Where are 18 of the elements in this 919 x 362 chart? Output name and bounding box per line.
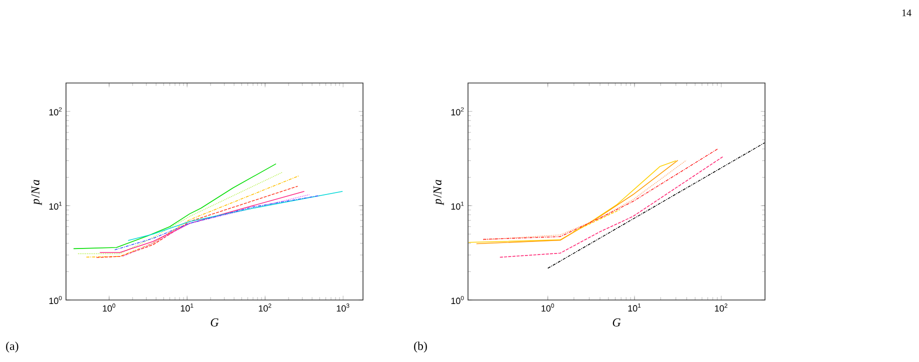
y-tick-label: 10$^{2}$ (49, 107, 62, 116)
y-tick-label: 10$^{2}$ (451, 107, 464, 116)
text: (b) (414, 342, 427, 352)
x-axis-title: G (612, 318, 621, 326)
y-tick-label: 10$^{0}$ (451, 296, 464, 304)
x-tick-label: 10$^{0}$ (102, 304, 116, 312)
y-tick-label: 10$^{1}$ (451, 202, 464, 210)
text: (a) (6, 342, 18, 352)
x-tick-label: 10$^{0}$ (542, 304, 554, 312)
x-tick-label: 10$^{2}$ (258, 304, 272, 312)
x-tick-label: 10$^{1}$ (628, 304, 641, 312)
x-tick-label: 10$^{2}$ (715, 304, 728, 312)
x-tick-label: 10$^{3}$ (336, 304, 350, 312)
y-tick-label: 10$^{1}$ (49, 202, 62, 210)
y-tick-label: 10$^{0}$ (49, 296, 62, 304)
x-axis-title: G (210, 318, 219, 326)
x-tick-label: 10$^{1}$ (180, 304, 194, 312)
text: 14 (902, 10, 912, 16)
